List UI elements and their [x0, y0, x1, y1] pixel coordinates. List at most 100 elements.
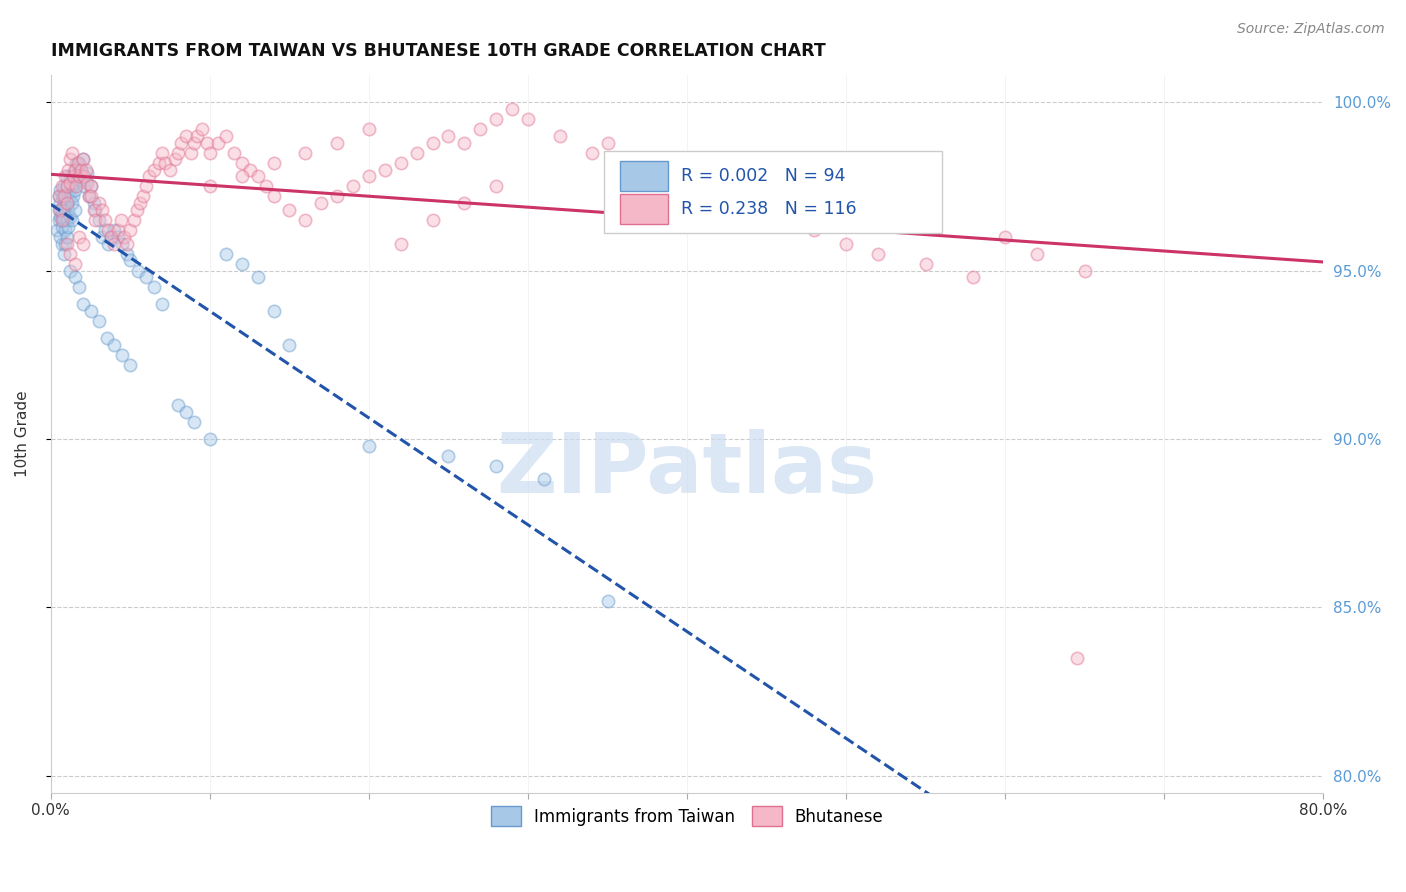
Point — [294, 213, 316, 227]
Point — [644, 169, 666, 184]
Point — [53, 223, 76, 237]
Point — [103, 223, 125, 237]
Point — [707, 189, 730, 203]
Point — [107, 223, 129, 237]
Point — [405, 145, 427, 160]
Point — [517, 112, 540, 126]
Point — [120, 358, 142, 372]
Point — [231, 169, 253, 184]
Point — [1073, 263, 1095, 277]
Y-axis label: 10th Grade: 10th Grade — [15, 391, 30, 477]
Point — [94, 213, 117, 227]
Point — [127, 263, 149, 277]
Point — [97, 223, 120, 237]
Point — [231, 257, 253, 271]
Point — [198, 179, 221, 194]
Point — [55, 236, 77, 251]
Point — [581, 145, 603, 160]
Point — [596, 136, 619, 150]
Point — [103, 337, 125, 351]
Point — [53, 236, 76, 251]
Point — [79, 189, 101, 203]
Point — [87, 196, 110, 211]
Point — [52, 196, 75, 211]
Point — [63, 202, 86, 217]
Point — [76, 166, 98, 180]
Point — [191, 122, 214, 136]
Point — [53, 169, 76, 184]
Point — [73, 179, 96, 194]
Point — [309, 196, 332, 211]
Point — [55, 179, 77, 194]
Point — [150, 297, 173, 311]
Point — [62, 169, 84, 184]
Point — [357, 122, 380, 136]
Point — [79, 304, 101, 318]
Point — [485, 458, 508, 473]
Point — [73, 169, 96, 184]
Point — [278, 337, 301, 351]
Point — [55, 196, 77, 211]
Point — [52, 213, 75, 227]
Point — [914, 257, 936, 271]
Point — [111, 348, 134, 362]
Point — [52, 179, 75, 194]
FancyBboxPatch shape — [605, 151, 942, 233]
Point — [60, 145, 83, 160]
Point — [231, 155, 253, 169]
Point — [100, 230, 122, 244]
Point — [69, 280, 91, 294]
Point — [51, 219, 73, 234]
Point — [83, 196, 105, 211]
Point — [58, 219, 80, 234]
Point — [676, 179, 699, 194]
Point — [65, 176, 87, 190]
Point — [803, 223, 825, 237]
Point — [132, 189, 155, 203]
Point — [422, 213, 444, 227]
Point — [62, 169, 84, 184]
Point — [962, 270, 984, 285]
Point — [357, 439, 380, 453]
Point — [138, 169, 160, 184]
Point — [835, 236, 858, 251]
Point — [51, 189, 73, 203]
Point — [437, 128, 460, 143]
Point — [55, 189, 77, 203]
Point — [49, 230, 72, 244]
Point — [49, 202, 72, 217]
Text: R = 0.238   N = 116: R = 0.238 N = 116 — [681, 200, 856, 218]
Point — [100, 230, 122, 244]
Point — [994, 230, 1017, 244]
Point — [174, 405, 197, 419]
Point — [72, 297, 94, 311]
Point — [183, 136, 205, 150]
Point — [866, 246, 889, 260]
Point — [389, 236, 412, 251]
Point — [263, 304, 285, 318]
Point — [186, 128, 208, 143]
Point — [207, 136, 229, 150]
Point — [83, 202, 105, 217]
Point — [58, 202, 80, 217]
Point — [533, 472, 555, 486]
Point — [96, 331, 118, 345]
Point — [90, 202, 112, 217]
Point — [326, 189, 349, 203]
Point — [65, 179, 87, 194]
Text: ZIPatlas: ZIPatlas — [496, 429, 877, 510]
Point — [69, 155, 91, 169]
Point — [58, 162, 80, 177]
Point — [1026, 246, 1049, 260]
Point — [63, 183, 86, 197]
Point — [111, 236, 134, 251]
Point — [52, 246, 75, 260]
Point — [59, 169, 82, 184]
Point — [148, 155, 170, 169]
Point — [48, 189, 70, 203]
Point — [740, 202, 762, 217]
Point — [55, 196, 77, 211]
Point — [65, 155, 87, 169]
Point — [135, 270, 157, 285]
Point — [69, 230, 91, 244]
